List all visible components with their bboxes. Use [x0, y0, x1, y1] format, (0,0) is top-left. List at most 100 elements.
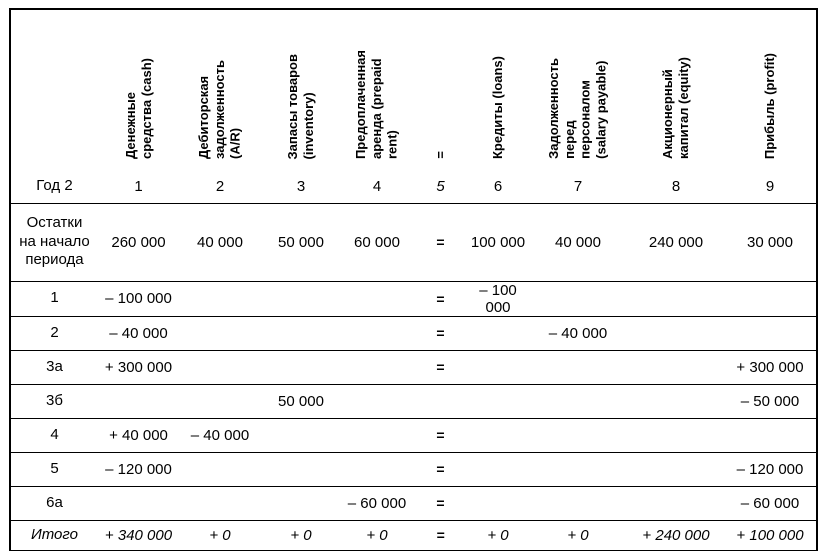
table-row: Остатки на начало периода 260 000 40 000 50…: [10, 203, 817, 281]
value-cell-receivables: 40 000: [197, 233, 243, 251]
value-cell-inventory: 3: [296, 178, 306, 196]
value-cell-prepaid-rent: + 0: [366, 526, 388, 544]
row-label: 4: [50, 425, 59, 443]
table-row: 3б 50 000 – 50 000: [10, 384, 817, 418]
value-cell-loans: 6: [493, 178, 503, 196]
value-cell-prepaid-rent: [341, 452, 413, 486]
row-label: 1: [50, 289, 59, 307]
column-header-equity: Акционерный капитал (equity): [628, 9, 724, 171]
row-label: 3а: [46, 357, 63, 375]
value-cell-profit: – 120 000: [736, 460, 804, 478]
value-cell-loans: [468, 418, 528, 452]
value-cell-receivables: [179, 452, 261, 486]
value-cell-inventory: + 0: [290, 526, 312, 544]
value-cell-receivables: 2: [215, 178, 225, 196]
value-cell-receivables: – 40 000: [190, 426, 250, 444]
equals-cell: =: [436, 290, 445, 307]
column-header-label-equals: =: [432, 151, 448, 159]
value-cell-prepaid-rent: 60 000: [354, 233, 400, 251]
value-cell-salary-payable: [528, 418, 628, 452]
value-cell-receivables: [179, 350, 261, 384]
row-label: Итого: [31, 525, 78, 543]
value-cell-prepaid-rent: [341, 384, 413, 418]
column-header-inventory: Запасы товаров (inventory): [261, 9, 341, 171]
column-header-label-prepaid-rent: Предоплаченная аренда (prepaid rent): [353, 49, 400, 159]
value-cell-salary-payable: [528, 452, 628, 486]
column-header-cash: Денежные средства (cash): [98, 9, 179, 171]
value-cell-profit: 9: [765, 178, 775, 196]
value-cell-loans: [468, 486, 528, 520]
table-row: 3а + 300 000 = + 300 000: [10, 350, 817, 384]
value-cell-equity: [628, 486, 724, 520]
row-label: 2: [50, 323, 59, 341]
column-header-equals: =: [413, 9, 468, 171]
value-cell-cash: + 300 000: [104, 358, 173, 376]
table-row: 2 – 40 000 = – 40 000: [10, 316, 817, 350]
value-cell-equity: [628, 452, 724, 486]
value-cell-loans: [468, 316, 528, 350]
value-cell-inventory: [261, 452, 341, 486]
value-cell-cash: + 340 000: [104, 526, 173, 544]
value-cell-cash: 260 000: [111, 233, 166, 251]
value-cell-salary-payable: [528, 384, 628, 418]
equals-cell: =: [436, 427, 445, 443]
value-cell-receivables: + 0: [209, 526, 231, 544]
value-cell-loans: [468, 384, 528, 418]
value-cell-profit: [724, 418, 817, 452]
column-header-profit: Прибыль (profit): [724, 9, 817, 171]
value-cell-equity: [628, 281, 724, 316]
value-cell-equity: 8: [671, 178, 681, 196]
value-cell-equity: + 240 000: [642, 526, 710, 544]
value-cell-profit: [724, 316, 817, 350]
value-cell-prepaid-rent: [341, 418, 413, 452]
value-cell-inventory: [261, 486, 341, 520]
value-cell-inventory: 50 000: [278, 392, 324, 410]
value-cell-profit: + 100 000: [736, 526, 804, 544]
value-cell-inventory: [261, 350, 341, 384]
value-cell-inventory: [261, 316, 341, 350]
column-header-receivables: Дебиторская задолженность (A/R): [179, 9, 261, 171]
equals-cell: =: [436, 461, 445, 477]
header-corner-cell: [10, 9, 98, 171]
table-row: 5 – 120 000 = – 120 000: [10, 452, 817, 486]
value-cell-equity: [628, 316, 724, 350]
column-header-label-salary-payable: Задолженность перед персоналом (salary p…: [546, 58, 609, 159]
value-cell-receivables: [179, 384, 261, 418]
value-cell-equity: [628, 418, 724, 452]
table-row: Итого + 340 000 + 0 + 0 + 0 = + 0 + 0 + 240 000 +…: [10, 520, 817, 551]
value-cell-profit: + 300 000: [736, 358, 804, 376]
equals-cell: =: [436, 234, 445, 250]
value-cell-cash: [98, 486, 179, 520]
equals-cell: [413, 384, 468, 418]
equals-cell: =: [436, 495, 445, 511]
value-cell-salary-payable: [528, 486, 628, 520]
row-label: 5: [50, 459, 59, 477]
value-cell-equity: 240 000: [648, 233, 704, 251]
equals-cell: =: [436, 527, 445, 544]
column-header-row: Денежные средства (cash) Дебиторская задо…: [10, 9, 817, 171]
value-cell-receivables: [179, 486, 261, 520]
value-cell-inventory: 50 000: [278, 233, 324, 251]
value-cell-inventory: [261, 418, 341, 452]
table-row: Год 2 1 2 3 4 5 6 7 8 9: [10, 171, 817, 203]
value-cell-salary-payable: 40 000: [555, 233, 601, 251]
column-header-salary-payable: Задолженность перед персоналом (salary p…: [528, 9, 628, 171]
table-row: 1 – 100 000 = – 100 000: [10, 281, 817, 316]
value-cell-salary-payable: [528, 350, 628, 384]
value-cell-prepaid-rent: [341, 316, 413, 350]
row-label: 6а: [46, 493, 63, 511]
equals-cell: =: [436, 325, 445, 341]
value-cell-cash: – 100 000: [105, 290, 172, 307]
column-header-label-equity: Акционерный капитал (equity): [660, 57, 691, 159]
value-cell-equity: [628, 350, 724, 384]
value-cell-profit: 30 000: [747, 233, 793, 251]
value-cell-equity: [628, 384, 724, 418]
value-cell-profit: – 60 000: [740, 494, 800, 512]
value-cell-cash: [98, 384, 179, 418]
equals-cell: =: [436, 359, 445, 375]
value-cell-loans: – 100 000: [479, 281, 517, 316]
value-cell-prepaid-rent: 4: [372, 178, 382, 196]
balance-table: Денежные средства (cash) Дебиторская задо…: [9, 8, 818, 551]
value-cell-loans: [468, 350, 528, 384]
